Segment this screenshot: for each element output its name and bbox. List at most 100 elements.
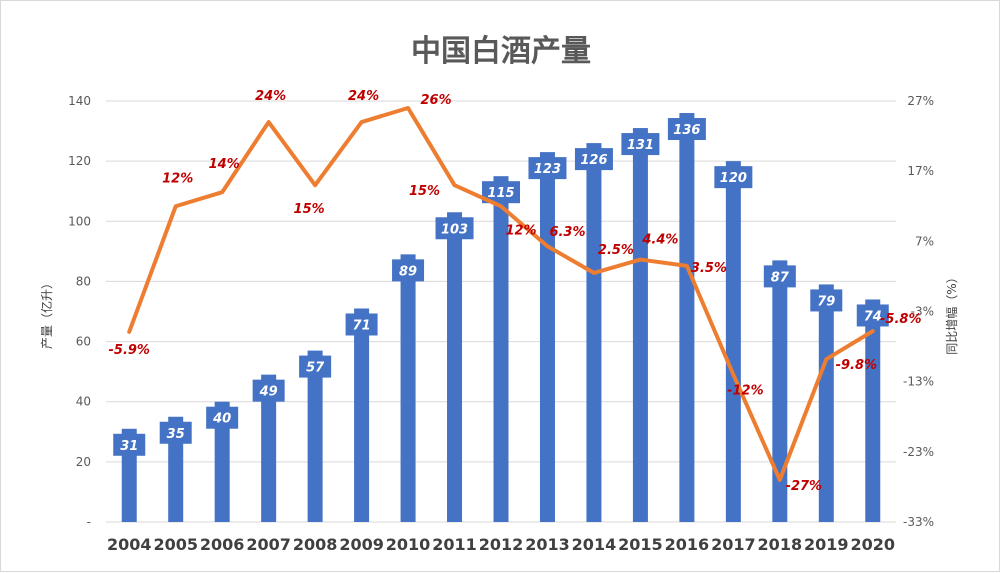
line-data-label: 14%: [209, 157, 240, 172]
bar-label-box: [621, 133, 660, 156]
x-tick-label: 2006: [200, 535, 245, 554]
bar-label-box: [856, 304, 889, 327]
right-axis-ticks: -33% -23% -13% -3% 7% 17% 27%: [903, 94, 934, 529]
bar-label-box: [252, 379, 285, 402]
left-axis-ticks: - 20 40 60 80 100 120 140: [68, 94, 91, 529]
x-tick-label: 2012: [479, 535, 524, 554]
bar-label-box: [528, 157, 567, 180]
line-data-label: 15%: [409, 184, 440, 199]
left-tick-label: 60: [76, 335, 91, 349]
bar: [400, 254, 416, 522]
bar-data-label: 120: [720, 171, 747, 186]
bar: [307, 350, 323, 522]
x-tick-label: 2013: [525, 535, 570, 554]
bar: [261, 374, 277, 522]
growth-line: [127, 106, 875, 482]
x-tick-label: 2018: [758, 535, 803, 554]
line-data-label: -5.8%: [880, 312, 921, 327]
bar-data-label: 123: [534, 162, 561, 177]
left-axis-title: 产量（亿升）: [39, 277, 54, 349]
right-tick-label: -13%: [903, 375, 934, 389]
x-tick-label: 2020: [850, 535, 895, 554]
line-data-label: -12%: [727, 384, 764, 399]
x-tick-label: 2014: [572, 535, 617, 554]
bar: [632, 128, 648, 523]
x-tick-label: 2011: [432, 535, 477, 554]
bar: [539, 152, 555, 522]
bar: [772, 260, 788, 522]
bar-data-label: 79: [817, 294, 835, 309]
left-tick-label: 120: [68, 154, 91, 168]
left-tick-label: 40: [76, 395, 91, 409]
line-data-label: -27%: [786, 479, 823, 494]
line-data-label: 12%: [162, 171, 193, 186]
x-tick-label: 2005: [153, 535, 198, 554]
line-data-label: 4.4%: [641, 233, 678, 248]
left-tick-label: -: [87, 515, 91, 529]
bar-data-label: 35: [167, 427, 185, 442]
bar-data-label: 131: [627, 138, 654, 153]
bar-label-box: [392, 259, 425, 282]
line-series: [127, 106, 875, 482]
bar-data-label: 136: [673, 123, 700, 138]
x-tick-label: 2010: [386, 535, 431, 554]
bar-label-box: [113, 433, 146, 456]
bar-label-box: [574, 148, 613, 171]
line-data-label: 12%: [505, 223, 536, 238]
line-data-label: 24%: [255, 89, 286, 104]
x-tick-label: 2008: [293, 535, 338, 554]
bar-data-label: 126: [580, 153, 607, 168]
bar-data-label: 57: [306, 361, 325, 376]
left-tick-label: 100: [68, 214, 91, 228]
bar-label-box: [482, 181, 520, 204]
bar: [679, 113, 695, 523]
x-tick-label: 2009: [339, 535, 384, 554]
bar: [493, 176, 509, 522]
left-tick-label: 140: [68, 94, 91, 108]
line-data-label: 3.5%: [691, 261, 727, 276]
line-data-label: 2.5%: [598, 243, 634, 258]
line-data-labels: -5.9% 12% 14% 24% 15% 24% 26% 15% 12% 6.3% 2.5% 4.4…: [109, 89, 922, 494]
bar-label-box: [299, 355, 332, 378]
right-tick-label: -3%: [911, 305, 934, 319]
right-axis-title: 同比增幅（%）: [944, 271, 959, 354]
bar: [865, 299, 881, 522]
line-data-label: 24%: [348, 89, 379, 104]
x-tick-label: 2017: [711, 535, 756, 554]
bar-data-label: 31: [120, 439, 138, 454]
right-tick-label: 17%: [907, 164, 934, 178]
line-data-label: -9.8%: [836, 358, 877, 373]
right-tick-label: 27%: [907, 94, 934, 108]
line-data-label: 15%: [294, 202, 325, 217]
bar-data-label: 74: [864, 309, 882, 324]
bar-data-label: 87: [771, 270, 790, 285]
bar-label-box: [206, 406, 239, 429]
bar-label-box: [763, 265, 796, 288]
x-tick-label: 2015: [618, 535, 663, 554]
bar-data-label: 49: [259, 385, 278, 400]
bar-label-box: [435, 217, 474, 240]
bar-label-box: [810, 289, 843, 312]
x-axis-ticks: 2004 2005 2006 2007 2008 2009 2010 2011 2012 2013…: [107, 535, 895, 554]
left-tick-label: 20: [76, 455, 91, 469]
x-tick-label: 2016: [665, 535, 710, 554]
right-tick-label: -33%: [903, 515, 934, 529]
x-tick-label: 2004: [107, 535, 152, 554]
bar-data-label: 103: [441, 222, 468, 237]
bar-series: 31 35 40 49 57 71 89 103 115 123 126 131 136 120 87 79 7…: [113, 113, 889, 523]
bar-label-box: [714, 166, 753, 189]
bar-data-label: 115: [487, 186, 514, 201]
bar-label-box: [159, 421, 192, 444]
line-data-label: 26%: [420, 93, 451, 108]
bar-label-box: [345, 313, 378, 336]
bar: [354, 308, 370, 522]
right-tick-label: 7%: [915, 234, 934, 248]
bar-data-label: 71: [353, 318, 371, 333]
bar: [818, 284, 834, 522]
bar: [447, 212, 463, 522]
bar-data-label: 89: [399, 264, 417, 279]
line-data-label: 6.3%: [549, 225, 585, 240]
line-data-label: -5.9%: [109, 343, 150, 358]
